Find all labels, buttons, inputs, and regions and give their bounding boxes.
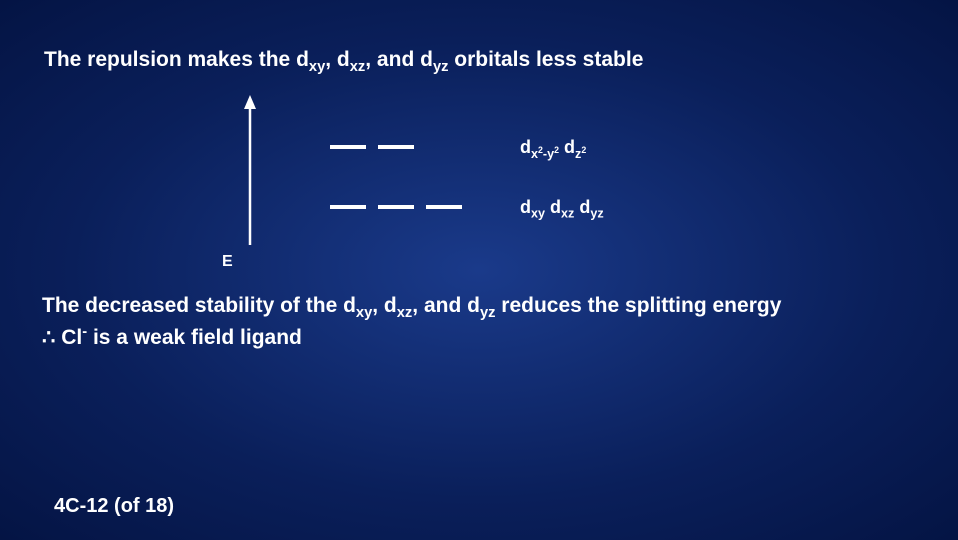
label-d: d — [520, 137, 531, 157]
label-sub: z2 — [575, 147, 586, 161]
lower-level-label: dxy dxz dyz — [520, 197, 604, 221]
orbital-line — [378, 145, 414, 149]
label-d: d — [520, 197, 531, 217]
label-d: d — [564, 137, 575, 157]
label-d: d — [579, 197, 590, 217]
orbital-line — [378, 205, 414, 209]
heading-text: The repulsion makes the dxy, dxz, and dy… — [44, 48, 643, 75]
slide-number: 4C-12 (of 18) — [54, 495, 174, 518]
heading-sub: xz — [350, 59, 366, 75]
label-sub: yz — [590, 207, 603, 221]
body-line-2: ∴ Cl- is a weak field ligand — [42, 323, 781, 351]
orbital-line — [426, 205, 462, 209]
label-sub: xy — [531, 207, 545, 221]
heading-part: , and d — [365, 48, 433, 71]
heading-sub: xy — [309, 59, 325, 75]
energy-axis — [240, 95, 260, 245]
label-d: d — [550, 197, 561, 217]
heading-sub: yz — [433, 59, 449, 75]
energy-diagram: E dx2-y2 dz2 dxy dxz dyz — [230, 95, 730, 255]
heading-part: , d — [325, 48, 350, 71]
heading-part: The repulsion makes the d — [44, 48, 309, 71]
label-sub: xz — [561, 207, 574, 221]
label-sub: x2-y2 — [531, 147, 559, 161]
heading-part: orbitals less stable — [448, 48, 643, 71]
arrow-up-icon — [240, 95, 260, 245]
slide: The repulsion makes the dxy, dxz, and dy… — [0, 0, 958, 540]
orbital-line — [330, 205, 366, 209]
orbital-line — [330, 145, 366, 149]
upper-level-label: dx2-y2 dz2 — [520, 137, 586, 161]
body-line-1: The decreased stability of the dxy, dxz,… — [42, 292, 781, 323]
axis-label: E — [222, 253, 233, 271]
body-text: The decreased stability of the dxy, dxz,… — [42, 292, 781, 352]
